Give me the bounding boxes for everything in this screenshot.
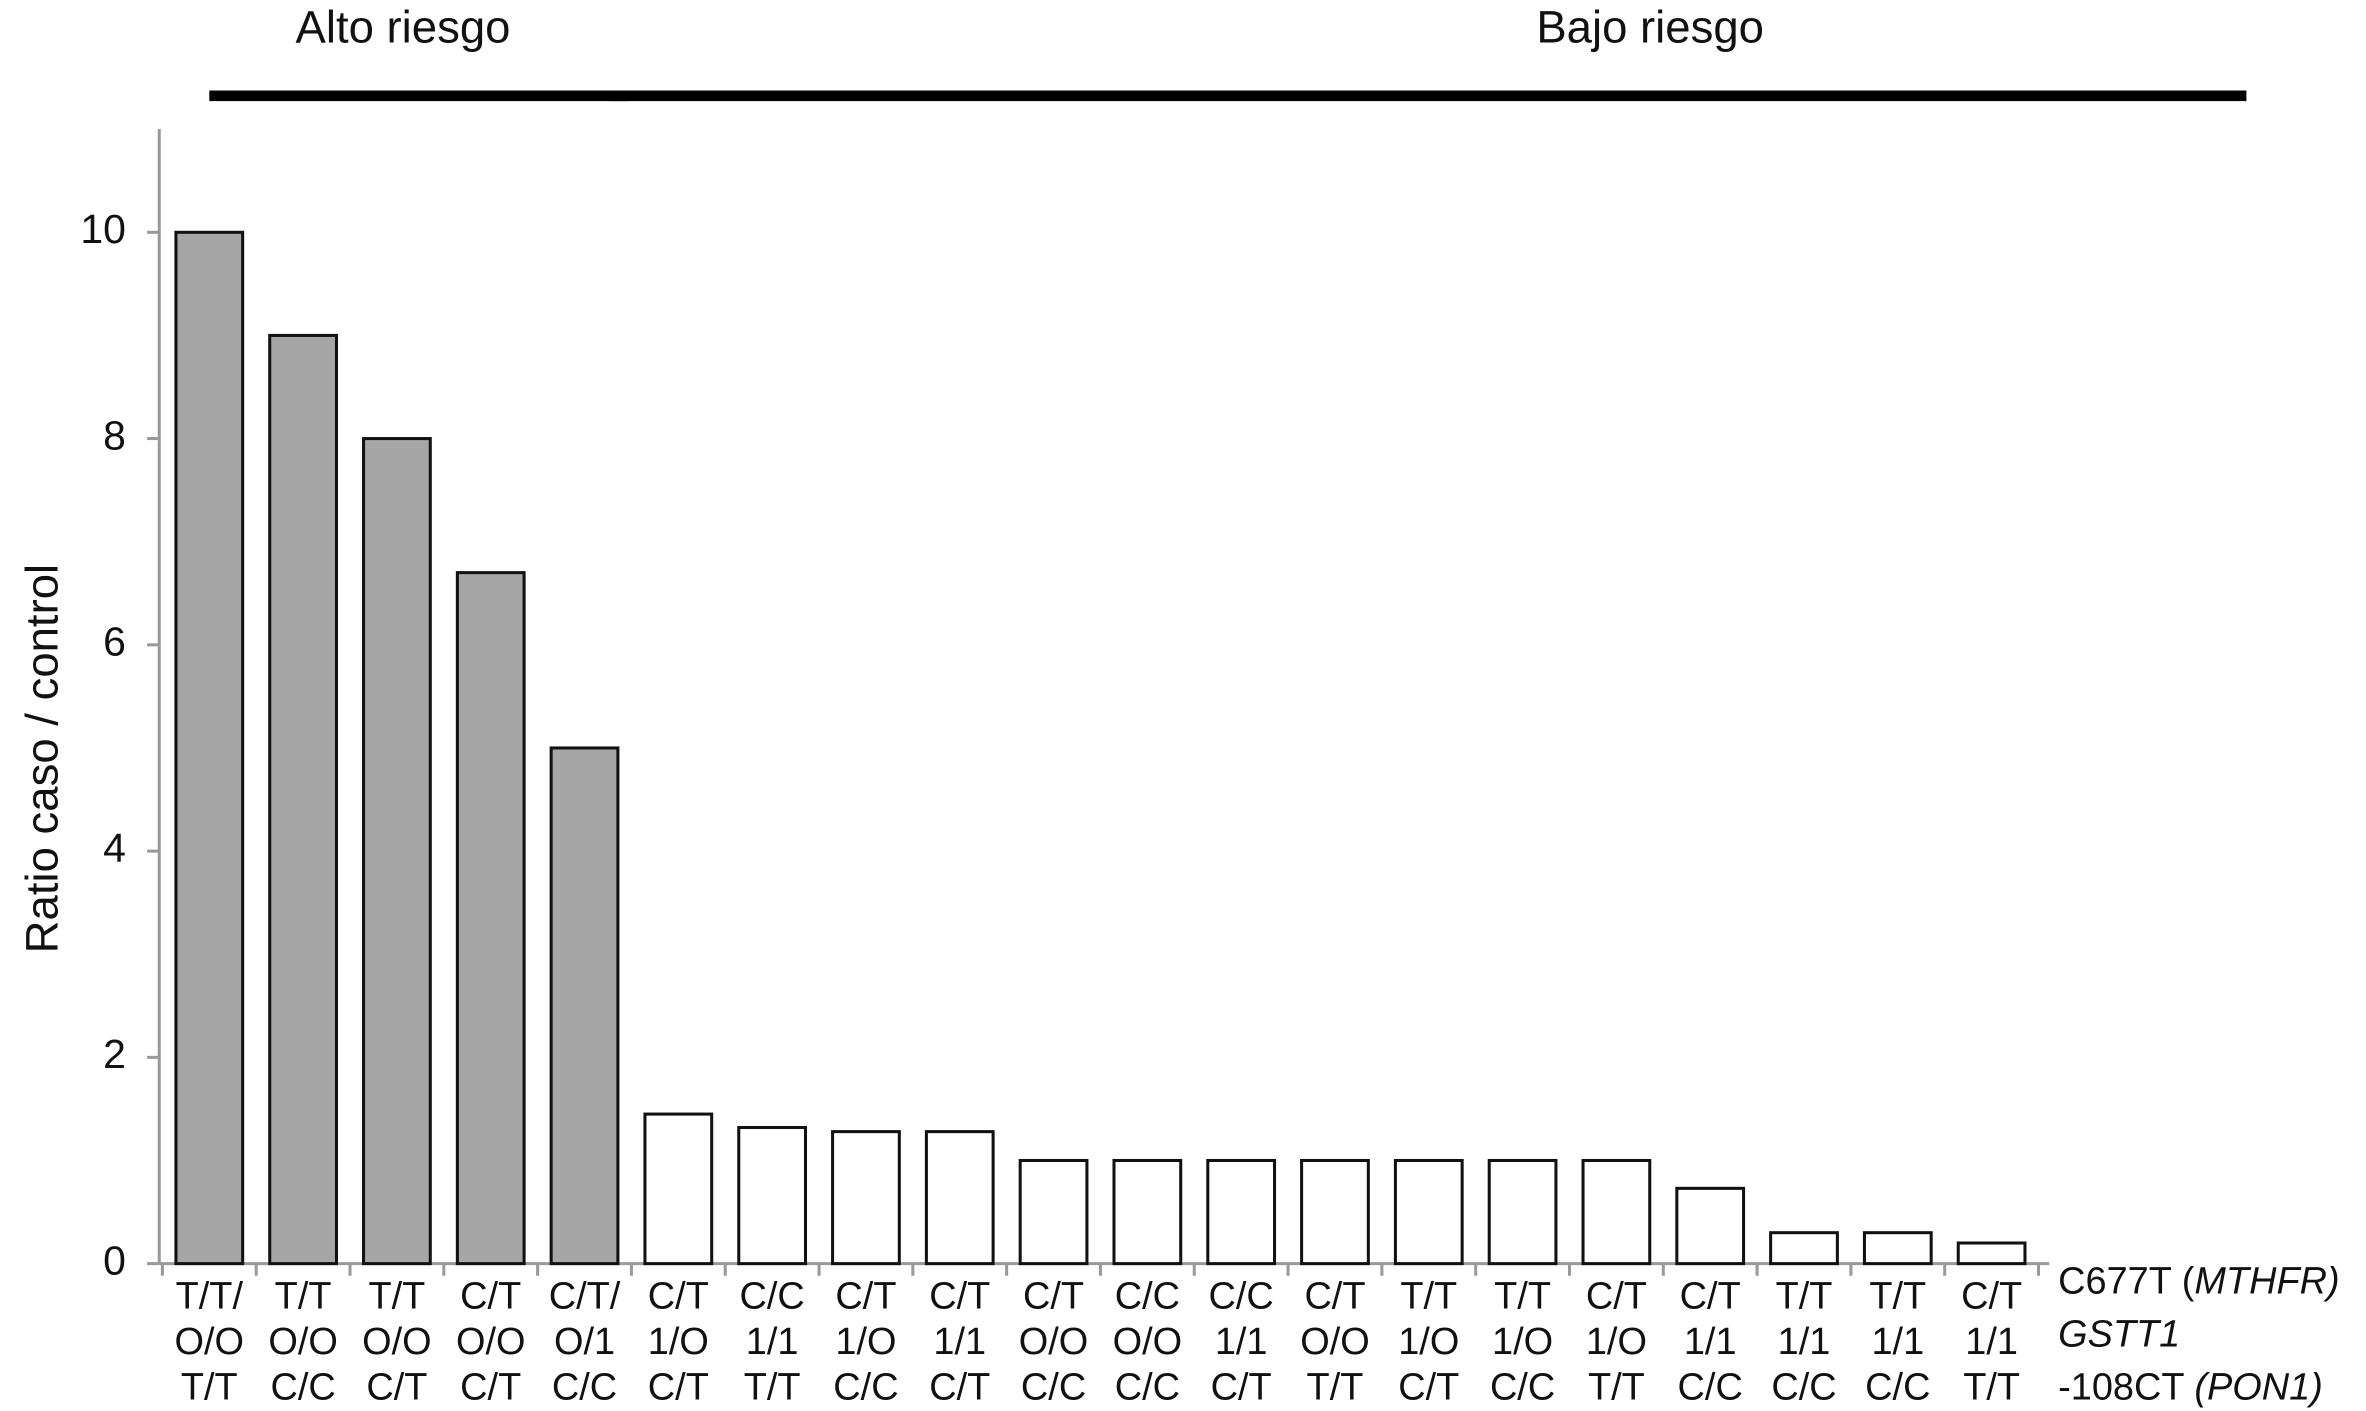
x-tick-label: C/C [833, 1367, 898, 1409]
bar [924, 1130, 995, 1266]
bar [549, 746, 620, 1266]
x-tick-label: T/T [1588, 1367, 1645, 1409]
x-tick-label: T/T [1776, 1276, 1833, 1318]
x-tick-label: C/C [552, 1367, 617, 1409]
x-tick-label: 1/O [648, 1321, 709, 1363]
x-tick-label: 1/1 [933, 1321, 986, 1363]
bar [737, 1125, 808, 1266]
x-tick-label: C/C [1771, 1367, 1836, 1409]
y-axis-label: Ratio caso / control [17, 564, 68, 953]
group-label: Alto riesgo [295, 2, 510, 53]
x-tick-label: C/T [835, 1276, 896, 1318]
bar [1393, 1158, 1464, 1266]
x-tick-label: T/T/ [176, 1276, 244, 1318]
x-tick-label: O/O [456, 1321, 526, 1363]
x-tick-label: C/T [929, 1367, 990, 1409]
row-label-text: C677T ( [2058, 1260, 2195, 1302]
y-tick-label: 0 [103, 1237, 126, 1283]
x-tick-label: T/T [368, 1276, 425, 1318]
row-label-italic: (PON1) [2194, 1367, 2322, 1409]
bar [1862, 1231, 1933, 1266]
x-tick-label: O/O [268, 1321, 338, 1363]
bar [1581, 1158, 1652, 1266]
bar [1956, 1241, 2027, 1266]
bar [268, 333, 338, 1266]
x-tick-label: O/O [1300, 1321, 1370, 1363]
row-label: -108CT (PON1) [2058, 1367, 2323, 1409]
bar [1300, 1158, 1370, 1266]
x-tick-label: T/T [181, 1367, 238, 1409]
row-label-italic: GSTT1 [2058, 1313, 2180, 1355]
x-tick-label: C/T [460, 1276, 521, 1318]
y-tick-label: 6 [103, 619, 126, 665]
y-tick-label: 10 [80, 206, 126, 252]
x-tick-label: O/O [175, 1321, 245, 1363]
x-tick-label: 1/1 [746, 1321, 799, 1363]
bar [1487, 1158, 1558, 1266]
x-tick-label: 1/O [1398, 1321, 1459, 1363]
x-tick-label: C/T [1023, 1276, 1084, 1318]
x-tick-label: O/O [1113, 1321, 1183, 1363]
x-tick-label: T/T [275, 1276, 332, 1318]
x-tick-label: C/C [270, 1367, 335, 1409]
bar [643, 1112, 714, 1266]
x-tick-label: 1/O [1586, 1321, 1647, 1363]
x-tick-label: O/O [362, 1321, 432, 1363]
x-tick-label: T/T [1400, 1276, 1457, 1318]
x-tick-label: C/T [929, 1276, 990, 1318]
y-tick-label: 2 [103, 1031, 126, 1077]
x-tick-label: T/T [1869, 1276, 1926, 1318]
bar [1018, 1158, 1089, 1266]
bar [174, 230, 245, 1266]
x-tick-label: 1/1 [1871, 1321, 1924, 1363]
x-tick-label: C/T [1680, 1276, 1741, 1318]
x-tick-label: O/1 [554, 1321, 615, 1363]
x-tick-label: O/O [1019, 1321, 1089, 1363]
x-tick-label: C/T [460, 1367, 521, 1409]
bar [1769, 1231, 1839, 1266]
x-tick-label: T/T [1494, 1276, 1551, 1318]
x-tick-label: T/T [744, 1367, 801, 1409]
x-tick-label: C/T [1304, 1276, 1365, 1318]
row-label-text: -108CT [2058, 1367, 2194, 1409]
x-tick-label: C/T/ [549, 1276, 621, 1318]
x-tick-label: 1/1 [1215, 1321, 1268, 1363]
x-tick-label: C/T [1961, 1276, 2022, 1318]
bar [362, 437, 432, 1266]
bar [831, 1130, 901, 1266]
x-tick-label: 1/O [835, 1321, 896, 1363]
x-tick-label: C/C [739, 1276, 804, 1318]
row-label: C677T (MTHFR) [2058, 1260, 2340, 1302]
row-label-italic: MTHFR) [2194, 1260, 2339, 1302]
bar [1206, 1158, 1277, 1266]
y-tick-label: 8 [103, 412, 126, 458]
x-tick-label: C/C [1021, 1367, 1086, 1409]
x-tick-label: C/C [1490, 1367, 1555, 1409]
bar [1675, 1186, 1746, 1266]
x-tick-label: C/T [366, 1367, 427, 1409]
x-tick-label: T/T [1307, 1367, 1364, 1409]
x-tick-label: C/T [648, 1367, 709, 1409]
x-tick-label: C/C [1678, 1367, 1743, 1409]
x-tick-label: C/C [1115, 1367, 1180, 1409]
y-tick-label: 4 [103, 825, 126, 871]
x-tick-label: C/T [648, 1276, 709, 1318]
bar [455, 571, 526, 1266]
bar [1112, 1158, 1183, 1266]
x-tick-label: C/C [1115, 1276, 1180, 1318]
x-tick-label: C/T [1586, 1276, 1647, 1318]
x-tick-label: 1/1 [1965, 1321, 2018, 1363]
x-tick-label: 1/1 [1778, 1321, 1831, 1363]
group-label: Bajo riesgo [1536, 2, 1764, 53]
x-tick-label: T/T [1963, 1367, 2020, 1409]
x-tick-label: 1/O [1492, 1321, 1553, 1363]
x-tick-label: C/T [1211, 1367, 1272, 1409]
x-tick-label: 1/1 [1684, 1321, 1737, 1363]
x-tick-label: C/C [1209, 1276, 1274, 1318]
row-label: GSTT1 [2058, 1313, 2180, 1355]
x-tick-label: C/T [1398, 1367, 1459, 1409]
x-tick-label: C/C [1865, 1367, 1930, 1409]
